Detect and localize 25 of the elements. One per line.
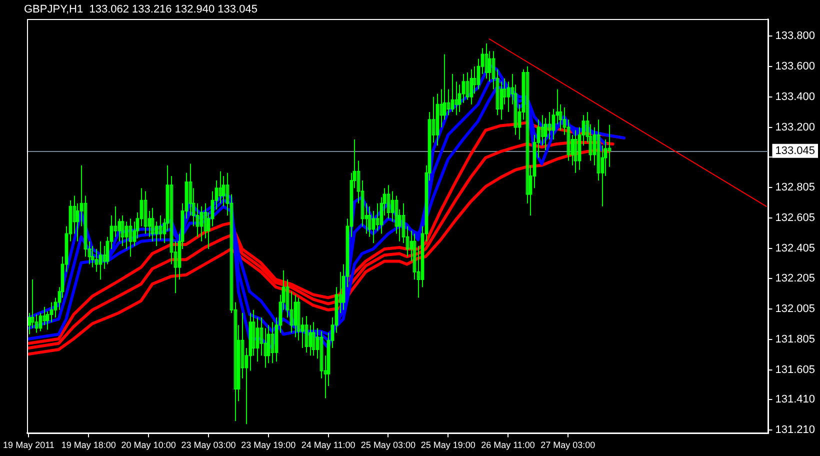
y-tick-label: 132.005 (775, 303, 816, 316)
x-tick-label: 25 May 03:00 (360, 440, 416, 450)
x-tick-label: 25 May 19:00 (420, 440, 476, 450)
y-tick-label: 131.410 (775, 394, 816, 406)
ref-line-label: 133.045 (775, 144, 816, 157)
y-tick-label: 132.605 (775, 212, 816, 224)
x-tick-label: 19 May 18:00 (61, 440, 116, 450)
x-tick-label: 19 May 2011 (3, 440, 54, 450)
y-tick-label: 132.805 (775, 181, 816, 194)
x-tick-label: 26 May 11:00 (481, 440, 535, 450)
x-tick-label: 27 May 03:00 (540, 440, 596, 450)
y-tick-label: 132.205 (775, 272, 816, 285)
x-tick-label: 20 May 10:00 (121, 440, 176, 450)
y-tick-label: 131.210 (775, 424, 816, 436)
chart-title: GBPJPY,H1 133.062 133.216 132.940 133.045 (24, 4, 258, 16)
y-tick-label: 133.400 (775, 90, 816, 103)
x-tick-label: 23 May 19:00 (241, 440, 296, 450)
x-tick-label: 23 May 03:00 (181, 440, 236, 450)
y-tick-label: 131.605 (775, 364, 816, 376)
y-tick-label: 133.600 (775, 60, 816, 72)
y-tick-label: 133.800 (775, 30, 816, 42)
y-tick-label: 131.805 (775, 334, 816, 346)
y-tick-label: 133.200 (775, 121, 816, 134)
x-tick-label: 24 May 11:00 (301, 440, 356, 450)
y-tick-label: 132.405 (775, 242, 816, 254)
